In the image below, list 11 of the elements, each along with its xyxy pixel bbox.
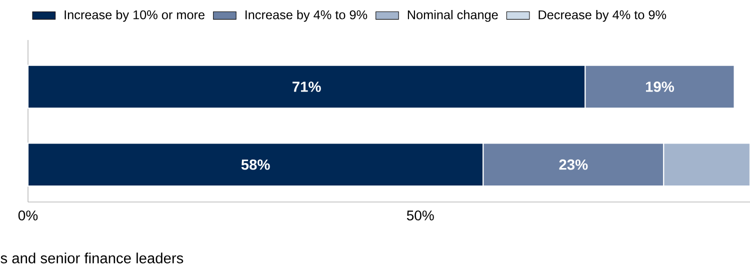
data-label: 71% bbox=[292, 82, 321, 92]
x-tick-label: 0% bbox=[18, 210, 38, 220]
text: s and senior finance leaders bbox=[0, 252, 184, 264]
legend-label: Nominal change bbox=[408, 10, 498, 22]
legend-label: Increase by 4% to 9% bbox=[246, 10, 368, 22]
data-label: 23% bbox=[559, 159, 588, 170]
legend-label: Increase by 10% or more bbox=[64, 10, 204, 22]
x-tick-label: 50% bbox=[406, 210, 434, 220]
data-label: 19% bbox=[646, 82, 674, 92]
data-label: 58% bbox=[241, 159, 270, 170]
legend-label: Decrease by 4% to 9% bbox=[538, 10, 666, 22]
